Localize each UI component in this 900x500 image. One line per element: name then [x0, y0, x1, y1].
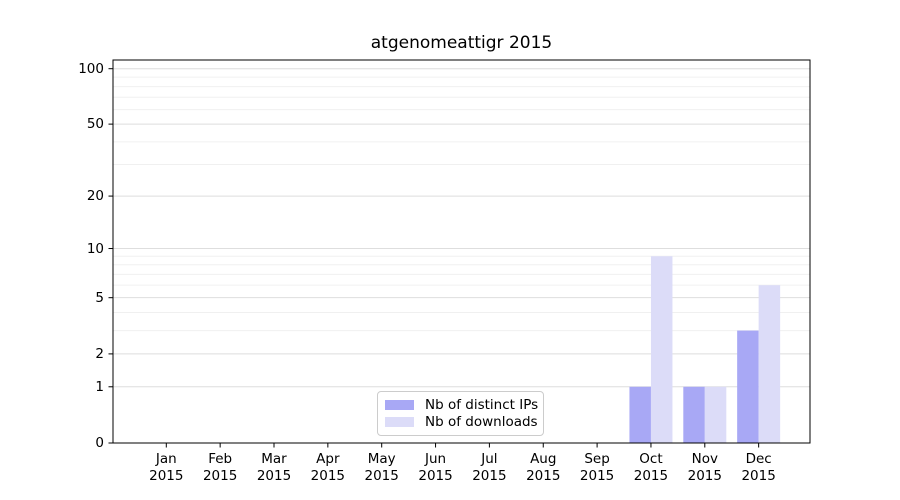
- x-tick-year: 2015: [256, 468, 292, 484]
- x-tick-month: Nov: [691, 451, 718, 467]
- bar-downloads-nov: [704, 386, 727, 443]
- x-tick-month: Mar: [261, 451, 287, 467]
- legend-swatch-downloads-icon: [385, 416, 414, 427]
- x-tick-month: Oct: [639, 451, 663, 467]
- y-tick-label: 10: [86, 240, 104, 257]
- legend-label-downloads: Nb of downloads: [425, 413, 538, 430]
- chart-title: atgenomeattigr 2015: [370, 33, 553, 53]
- y-tick-label: 50: [86, 116, 104, 133]
- y-tick-label: 2: [95, 345, 104, 362]
- x-tick-label: Feb 2015: [190, 451, 250, 485]
- x-tick-month: May: [367, 451, 396, 467]
- x-tick-year: 2015: [418, 468, 453, 484]
- x-tick-year: 2015: [472, 468, 507, 484]
- y-tick-label: 100: [78, 60, 104, 77]
- x-tick-year: 2015: [364, 468, 399, 484]
- legend-swatch-distinct-ips-icon: [385, 400, 414, 411]
- legend-item-distinct-ips: Nb of distinct IPs: [385, 397, 538, 414]
- x-tick-label: May 2015: [352, 451, 412, 485]
- plot-border: [112, 59, 811, 444]
- bar-distinct-ips-oct: [629, 386, 651, 443]
- x-tick-year: 2015: [687, 468, 722, 484]
- x-tick-year: 2015: [633, 468, 669, 484]
- x-tick-year: 2015: [526, 468, 561, 484]
- x-tick-label: Mar 2015: [244, 451, 304, 485]
- x-tick-year: 2015: [202, 468, 238, 484]
- x-tick-label: Aug 2015: [513, 451, 573, 485]
- x-tick-month: Apr: [316, 451, 340, 467]
- y-tick-label: 0: [95, 435, 104, 451]
- x-tick-label: Dec 2015: [729, 451, 789, 485]
- x-tick-label: Nov 2015: [675, 451, 735, 485]
- y-tick-label: 20: [86, 188, 104, 205]
- x-tick-label: Apr 2015: [298, 451, 358, 485]
- y-tick-label: 5: [95, 289, 104, 306]
- x-tick-label: Jan 2015: [136, 451, 196, 485]
- bar-downloads-dec: [758, 285, 781, 443]
- x-tick-label: Oct 2015: [621, 451, 681, 485]
- legend-label-distinct-ips: Nb of distinct IPs: [425, 397, 539, 414]
- x-tick-month: Aug: [530, 451, 557, 467]
- x-tick-month: Feb: [208, 451, 233, 467]
- y-tick-label: 1: [95, 378, 104, 395]
- bar-distinct-ips-nov: [683, 386, 705, 443]
- legend: Nb of distinct IPs Nb of downloads: [377, 391, 544, 436]
- x-tick-month: Jun: [425, 451, 447, 467]
- x-tick-month: Dec: [745, 451, 772, 467]
- x-tick-year: 2015: [741, 468, 776, 484]
- legend-item-downloads: Nb of downloads: [385, 414, 538, 431]
- x-tick-label: Jul 2015: [459, 451, 519, 485]
- x-tick-year: 2015: [310, 468, 346, 484]
- x-tick-label: Sep 2015: [567, 451, 627, 485]
- x-tick-label: Jun 2015: [406, 451, 466, 485]
- bar-downloads-oct: [650, 256, 673, 443]
- bar-distinct-ips-dec: [737, 330, 759, 443]
- x-tick-year: 2015: [579, 468, 615, 484]
- x-tick-year: 2015: [149, 468, 184, 484]
- x-tick-month: Jul: [481, 451, 498, 467]
- x-tick-month: Jan: [155, 451, 177, 467]
- x-tick-month: Sep: [584, 451, 610, 467]
